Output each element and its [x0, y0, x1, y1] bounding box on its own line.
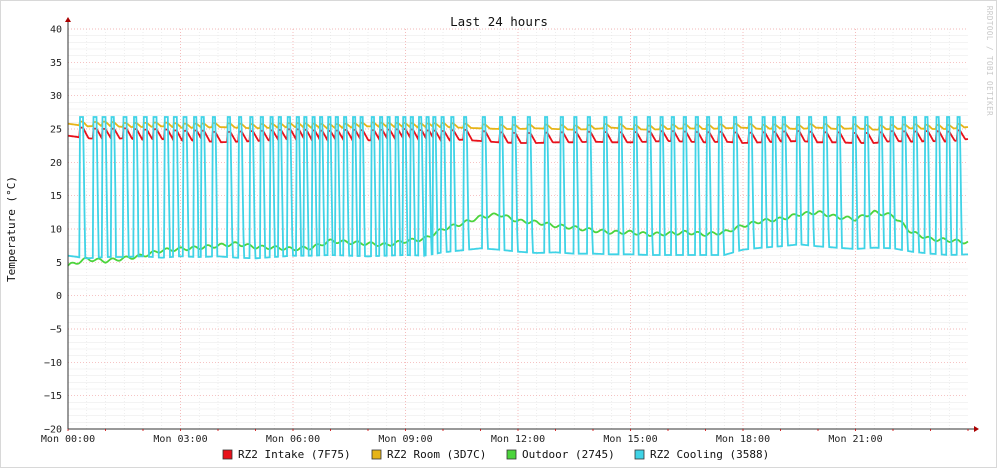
x-tick-label: Mon 21:00 — [828, 434, 882, 445]
legend: RZ2 Intake (7F75) RZ2 Room (3D7C) Outdoor … — [222, 448, 769, 461]
y-axis-ticks: 40 35 30 25 20 15 10 5 0 −5 −10 −15 −20 — [44, 25, 62, 436]
y-tick-label: 20 — [50, 158, 62, 169]
x-axis-ticks: Mon 00:00 Mon 03:00 Mon 06:00 Mon 09:00 Mon … — [41, 434, 883, 445]
y-tick-label: 25 — [50, 125, 62, 136]
legend-label-3: Outdoor (2745) — [522, 448, 615, 461]
y-tick-label: −10 — [44, 358, 62, 369]
y-tick-label: 40 — [50, 25, 62, 36]
x-tick-label: Mon 15:00 — [603, 434, 657, 445]
series-lines — [67, 116, 969, 267]
legend-swatch-1 — [222, 449, 233, 460]
legend-swatch-3 — [506, 449, 517, 460]
legend-label-4: RZ2 Cooling (3588) — [650, 448, 769, 461]
x-tick-label: Mon 00:00 — [41, 434, 95, 445]
legend-label-2: RZ2 Room (3D7C) — [387, 448, 486, 461]
y-tick-label: −5 — [50, 325, 62, 336]
chart-title: Last 24 hours — [450, 14, 548, 29]
legend-swatch-2 — [371, 449, 382, 460]
x-tick-label: Mon 06:00 — [266, 434, 320, 445]
series-line-1 — [67, 126, 969, 144]
legend-label-1: RZ2 Intake (7F75) — [238, 448, 351, 461]
y-tick-label: 30 — [50, 91, 62, 102]
x-tick-label: Mon 09:00 — [378, 434, 432, 445]
x-tick-label: Mon 03:00 — [153, 434, 207, 445]
axes — [65, 17, 979, 432]
series-line-2 — [67, 120, 969, 131]
y-axis-label: Temperature (°C) — [5, 176, 18, 282]
series-line-4 — [67, 116, 969, 260]
grid — [67, 28, 968, 430]
x-axis-arrow — [974, 426, 979, 432]
x-tick-label: Mon 18:00 — [716, 434, 770, 445]
legend-swatch-4 — [634, 449, 645, 460]
y-tick-label: 0 — [56, 291, 62, 302]
x-tick-label: Mon 12:00 — [491, 434, 545, 445]
y-tick-label: 10 — [50, 225, 62, 236]
y-axis-arrow — [65, 17, 71, 22]
y-tick-label: −15 — [44, 391, 62, 402]
y-tick-label: 35 — [50, 58, 62, 69]
y-tick-label: 5 — [56, 258, 62, 269]
y-tick-label: −20 — [44, 425, 62, 436]
rrdtool-watermark: RRDTOOL / TOBI OETIKER — [985, 6, 994, 116]
y-tick-label: 15 — [50, 191, 62, 202]
